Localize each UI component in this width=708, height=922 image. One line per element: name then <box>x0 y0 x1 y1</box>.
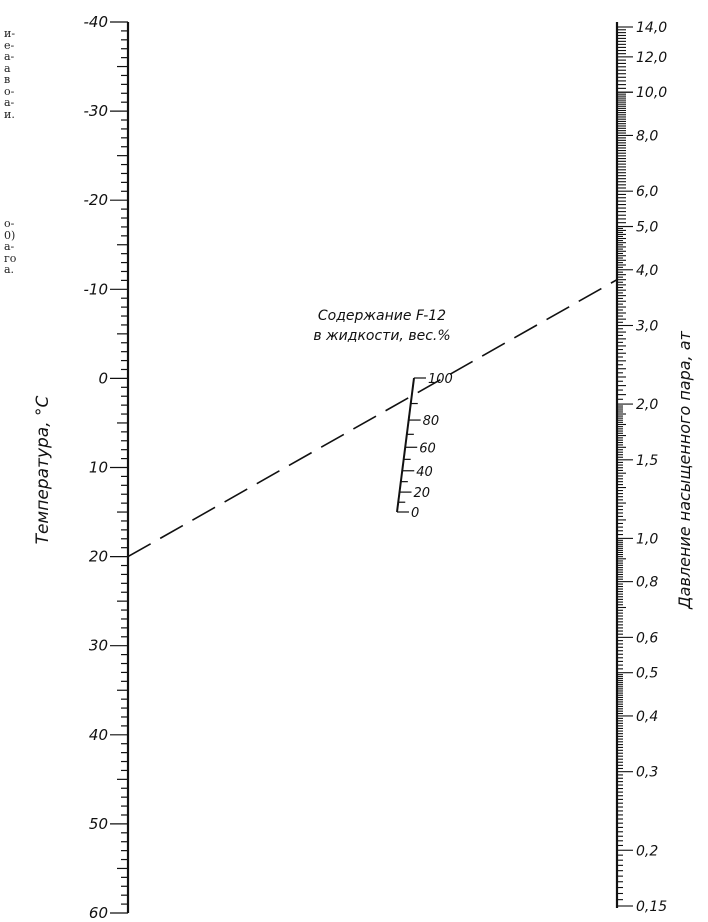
fragment-line: а <box>4 61 11 75</box>
content-tick-label: 60 <box>419 441 436 456</box>
pressure-tick-label: 1,5 <box>636 453 658 469</box>
content-tick-label: 0 <box>411 506 419 521</box>
example-key-line <box>127 278 618 558</box>
pressure-tick-label: 0,3 <box>636 765 658 781</box>
content-tick-label: 80 <box>423 414 440 429</box>
temperature-scale: -40 -30 -20 -10 0 10 20 30 40 50 60 Температура, °… <box>33 13 130 922</box>
fragment-line: е- <box>4 38 15 52</box>
content-tick-label: 40 <box>416 465 433 480</box>
temperature-tick-label: -10 <box>84 280 109 298</box>
fragment-line: а- <box>4 240 15 253</box>
temperature-tick-label: -30 <box>84 102 109 120</box>
pressure-tick-label: 0,5 <box>636 666 658 682</box>
pressure-tick-label: 3,0 <box>636 319 658 335</box>
pressure-tick-label: 14,0 <box>636 20 667 36</box>
temperature-tick-label: -20 <box>84 191 109 209</box>
temperature-tick-label: 30 <box>89 637 108 655</box>
temperature-ticks <box>110 21 128 914</box>
temperature-tick-label: -40 <box>84 13 109 31</box>
temperature-tick-labels: -40 -30 -20 -10 0 10 20 30 40 50 60 <box>84 13 109 922</box>
temperature-tick-label: 20 <box>89 548 108 566</box>
fragment-line: го <box>4 251 17 265</box>
pressure-scale: 14,0 12,0 10,0 8,0 6,0 5,0 4,0 3,0 2,0 1,5 1,0 0,8 0… <box>615 20 694 915</box>
temperature-tick-label: 40 <box>89 726 108 744</box>
pressure-axis-title: Давление насыщенного пара, ат <box>675 330 694 609</box>
pressure-tick-label: 5,0 <box>636 220 658 236</box>
fragment-line: о- <box>4 84 15 98</box>
pressure-tick-label: 12,0 <box>636 50 667 66</box>
pressure-tick-label: 0,8 <box>636 575 658 591</box>
temperature-axis-title: Температура, °С <box>33 395 53 544</box>
pressure-ticks <box>617 26 633 907</box>
pressure-tick-label: 6,0 <box>636 184 658 200</box>
cropped-text-fragment-bottom: о- 0) а-го а. <box>4 218 16 276</box>
fragment-line: а- <box>4 50 15 63</box>
content-ticks <box>397 377 426 513</box>
fragment-line: о- <box>4 217 15 230</box>
pressure-tick-labels: 14,0 12,0 10,0 8,0 6,0 5,0 4,0 3,0 2,0 1,5 1,0 0,8 0… <box>636 20 667 915</box>
pressure-tick-label: 0,4 <box>636 709 658 725</box>
fragment-line: и- <box>4 27 16 40</box>
content-axis-line <box>396 377 415 513</box>
content-tick-label: 20 <box>414 486 431 501</box>
pressure-tick-label: 0,6 <box>636 630 658 646</box>
pressure-tick-label: 4,0 <box>636 263 658 279</box>
fragment-line: а. <box>4 263 15 276</box>
fragment-line: и. <box>4 107 15 121</box>
pressure-tick-label: 0,15 <box>636 899 667 915</box>
temperature-tick-label: 50 <box>89 815 108 833</box>
pressure-tick-label: 8,0 <box>636 128 658 144</box>
cropped-text-fragment-top: и-е-а-а в о-а-и. <box>4 28 15 120</box>
fragment-line: 0) <box>4 228 16 242</box>
temperature-tick-label: 0 <box>98 369 108 387</box>
pressure-tick-label: 2,0 <box>636 397 658 413</box>
content-scale-title-line1: Содержание F-12 <box>318 308 446 324</box>
temperature-tick-label: 10 <box>89 459 108 477</box>
fragment-line: в <box>4 73 11 86</box>
pressure-tick-label: 0,2 <box>636 843 658 859</box>
pressure-tick-label: 1,0 <box>636 531 658 547</box>
content-scale-title-line2: в жидкости, вес.% <box>313 328 450 344</box>
fragment-line: а- <box>4 96 15 109</box>
temperature-tick-label: 60 <box>89 904 108 922</box>
pressure-tick-label: 10,0 <box>636 85 667 101</box>
